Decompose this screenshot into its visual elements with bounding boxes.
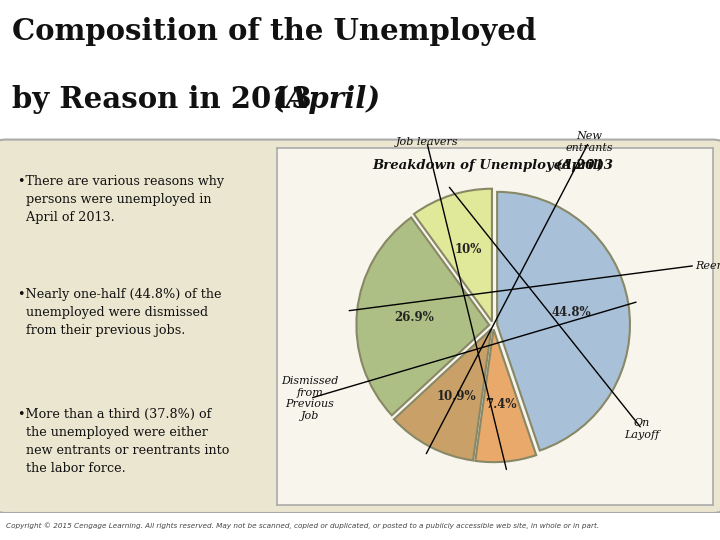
Wedge shape xyxy=(475,329,536,462)
Text: Sobel-Macpherson: Sobel-Macpherson xyxy=(616,102,701,111)
Text: On
Layoff: On Layoff xyxy=(624,418,660,440)
Text: (April): (April) xyxy=(272,85,380,114)
Text: 44.8%: 44.8% xyxy=(552,306,592,319)
Wedge shape xyxy=(356,218,489,415)
Wedge shape xyxy=(497,192,630,450)
Text: Breakdown of Unemployed 2013: Breakdown of Unemployed 2013 xyxy=(372,159,618,172)
Wedge shape xyxy=(414,188,492,321)
Text: 26.9%: 26.9% xyxy=(394,311,433,324)
Text: •There are various reasons why
  persons were unemployed in
  April of 2013.: •There are various reasons why persons w… xyxy=(18,175,224,224)
Text: Reentrants: Reentrants xyxy=(695,261,720,271)
Text: 10%: 10% xyxy=(455,243,482,256)
Text: •More than a third (37.8%) of
  the unemployed were either
  new entrants or ree: •More than a third (37.8%) of the unempl… xyxy=(18,408,230,475)
Text: •Nearly one-half (44.8%) of the
  unemployed were dismissed
  from their previou: •Nearly one-half (44.8%) of the unemploy… xyxy=(18,288,222,337)
Text: New
entrants: New entrants xyxy=(565,131,613,153)
Text: 15: 15 xyxy=(628,25,670,56)
Text: th: th xyxy=(685,19,702,33)
Text: Composition of the Unemployed: Composition of the Unemployed xyxy=(12,17,536,45)
Text: 10.9%: 10.9% xyxy=(436,389,476,402)
Text: Job leavers: Job leavers xyxy=(395,137,458,147)
Text: Dismissed
from
Previous
Job: Dismissed from Previous Job xyxy=(282,376,338,421)
Text: Gwartney-Stroup: Gwartney-Stroup xyxy=(619,78,698,87)
Wedge shape xyxy=(394,329,491,461)
Text: (April): (April) xyxy=(555,159,605,172)
Text: by Reason in 2013: by Reason in 2013 xyxy=(12,85,322,114)
FancyBboxPatch shape xyxy=(0,139,720,513)
Text: Copyright © 2015 Cengage Learning. All rights reserved. May not be scanned, copi: Copyright © 2015 Cengage Learning. All r… xyxy=(6,523,599,529)
Text: edition: edition xyxy=(632,62,685,76)
Text: 7.4%: 7.4% xyxy=(485,398,516,411)
Text: ◄ First page: ◄ First page xyxy=(612,521,684,531)
